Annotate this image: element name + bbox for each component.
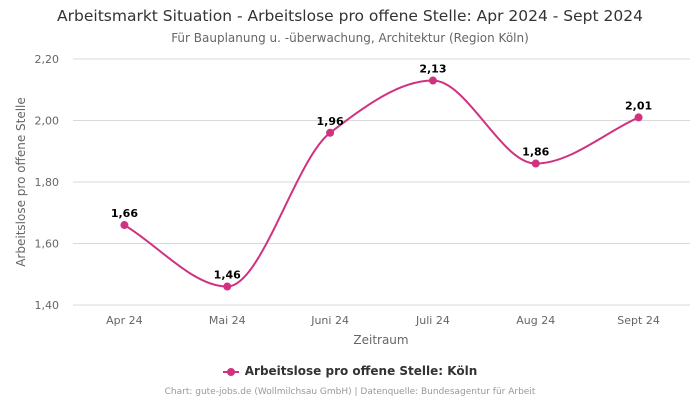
data-label: 1,96 (317, 115, 344, 128)
y-tick-label: 2,20 (35, 53, 60, 66)
data-point[interactable] (531, 159, 540, 168)
y-axis-ticks: 1,40 1,60 1,80 2,00 2,20 (35, 53, 60, 312)
grid-lines (73, 58, 690, 306)
chart-subtitle: Für Bauplanung u. -überwachung, Architek… (171, 31, 529, 45)
x-tick-label: Sept 24 (617, 314, 660, 327)
data-label: 2,13 (419, 63, 446, 76)
data-point[interactable] (326, 128, 335, 137)
y-tick-label: 1,80 (35, 176, 60, 189)
legend-marker (222, 367, 239, 376)
chart-title: Arbeitsmarkt Situation - Arbeitslose pro… (57, 7, 643, 25)
y-tick-label: 1,40 (35, 299, 60, 312)
data-label: 1,66 (111, 207, 138, 220)
legend[interactable]: Arbeitslose pro offene Stelle: Köln (0, 364, 700, 378)
x-tick-label: Apr 24 (106, 314, 143, 327)
x-tick-label: Aug 24 (516, 314, 555, 327)
y-tick-label: 1,60 (35, 238, 60, 251)
series-line (123, 79, 639, 288)
x-tick-label: Mai 24 (209, 314, 246, 327)
x-axis-label: Zeitraum (353, 333, 408, 347)
y-axis-label: Arbeitslose pro offene Stelle (14, 97, 28, 267)
data-label: 1,86 (522, 146, 549, 159)
legend-label: Arbeitslose pro offene Stelle: Köln (244, 364, 478, 378)
data-label: 1,46 (214, 269, 241, 282)
credits: Chart: gute-jobs.de (Wollmilchsau GmbH) … (164, 387, 536, 397)
data-label: 2,01 (625, 99, 652, 112)
data-point[interactable] (634, 113, 643, 122)
x-tick-label: Juni 24 (310, 314, 349, 327)
data-point[interactable] (428, 76, 437, 85)
data-point[interactable] (223, 282, 232, 291)
y-tick-label: 2,00 (35, 115, 60, 128)
series-layer: 1,66 1,46 1,96 2,13 1,86 2,01 (111, 63, 652, 291)
x-tick-label: Juli 24 (415, 314, 450, 327)
data-point[interactable] (120, 221, 129, 230)
x-axis-ticks: Apr 24 Mai 24 Juni 24 Juli 24 Aug 24 Sept 24 (106, 314, 660, 327)
